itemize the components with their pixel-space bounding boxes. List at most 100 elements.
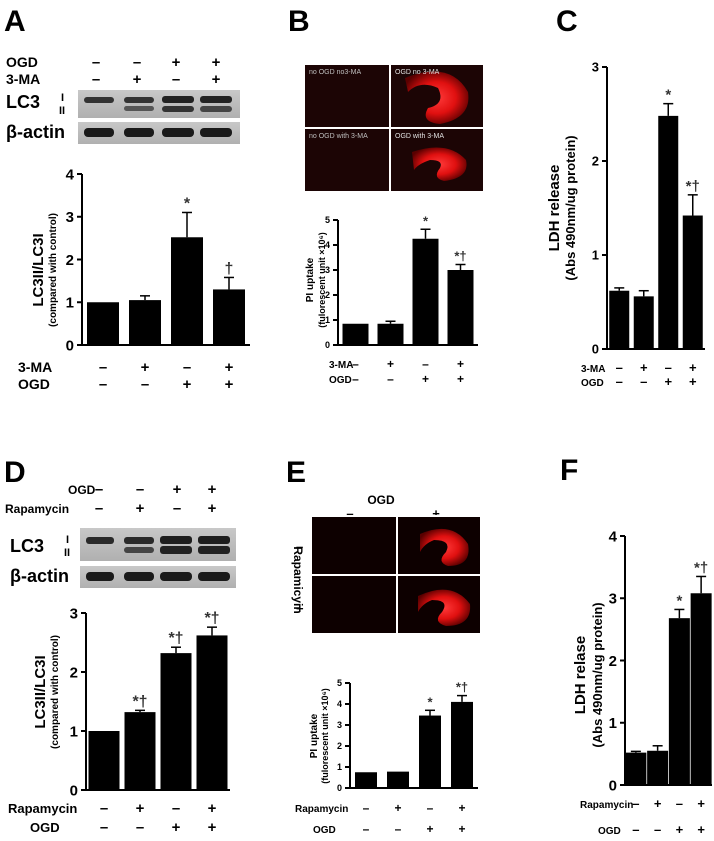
blot-d-ogd-sign: + [208,481,217,498]
chart-a-row2-sign: + [183,376,192,393]
micrograph-e-1 [312,517,396,574]
chart-a-bar [213,289,245,345]
chart-e-bar [419,715,441,788]
blot-a-3ma-sign: + [212,71,221,88]
chart-d-significance: *† [204,610,219,627]
chart-d-y-tick-label: 3 [70,605,78,622]
chart-f-bar [647,750,669,785]
micrograph-e-header: OGD [367,493,395,507]
micrograph-b-3-caption: no OGD with 3-MA [309,133,368,140]
chart-f-y-tick-label: 3 [609,591,617,608]
blot-a-ogd-signs: – – + + [92,54,221,71]
chart-e-y-tick-label: 4 [337,699,342,709]
chart-e: 0 1 2 3 4 5 – – + – * – + *† + + [337,678,478,836]
chart-e-row2-label: OGD [313,825,336,836]
chart-b-row1-label: 3-MA [329,360,353,371]
chart-e-significance: * [427,694,433,709]
chart-b-y-tick-label: 1 [325,315,330,325]
chart-a-row1-sign: – [99,359,107,376]
blot-a-lc3-label: LC3 [6,92,40,112]
chart-e-y-tick-label: 0 [337,783,342,793]
chart-b-ylabel: PI uptake [305,257,316,302]
chart-e-row2-sign: – [395,822,402,836]
chart-c-y-tick-label: 1 [592,248,599,263]
chart-f-row1-sign: + [697,796,705,811]
chart-b-row2-label: OGD [329,375,352,386]
chart-f-significance: *† [694,559,708,576]
blot-a-ogd-sign: – [133,54,141,71]
chart-b-ylabel-sub: (fulorescent unit ×10⁶) [317,232,327,327]
blot-a-roman-ii: II [59,105,65,117]
blot-d-actin-label: β-actin [10,566,69,586]
blot-a-3ma-signs: – + – + [92,71,221,88]
blot-a-roman-i: I [61,92,64,104]
chart-f-y-tick-label: 4 [609,528,618,545]
chart-b-row1-sign: + [457,357,464,371]
chart-d-y-tick-label: 2 [70,664,78,681]
chart-e-row2-sign: + [458,822,465,836]
chart-d-row1-sign: – [172,800,180,817]
chart-a-y-tick-label: 2 [66,252,74,269]
chart-a-bar [171,237,203,345]
blot-d-lc3-label: LC3 [10,536,44,556]
chart-c-row1-sign: + [689,360,697,375]
chart-b-row2-sign: – [352,372,359,386]
chart-b-row2-sign: – [387,372,394,386]
chart-c-row2-sign: – [640,374,647,389]
chart-a-bar [129,300,161,345]
chart-e-row2-sign: + [426,822,433,836]
micrograph-b-2-caption: OGD no 3-MA [395,69,440,76]
chart-a-y-tick-label: 4 [66,166,75,183]
blot-d-rapamycin-sign: – [173,500,181,517]
chart-c-bar [609,290,630,349]
chart-b-bar [377,323,404,345]
chart-a-ylabel: LC3II/LC3I [30,233,47,306]
chart-b-bar [447,270,474,345]
chart-a-bar [87,302,119,345]
chart-c-row2-label: OGD [581,378,604,389]
chart-b-y-tick-label: 2 [325,290,330,300]
chart-c-row2-sign: + [664,374,672,389]
chart-e-row1-sign: + [458,801,465,815]
chart-e-bar [387,771,409,788]
chart-f-y-tick-label: 1 [609,715,617,732]
blot-d-ogd-sign: – [95,481,103,498]
chart-d-bar [124,712,156,790]
chart-b-y-tick-label: 0 [325,340,330,350]
panel-letter-e: E [286,456,306,489]
chart-d: 0 1 2 3 – – *† + – *† – + *† + + [70,605,230,836]
chart-d-y-tick-label: 1 [70,723,78,740]
chart-f-row2-sign: + [697,822,705,837]
chart-e-row2-sign: – [363,822,370,836]
blot-a-actin-label: β-actin [6,122,65,142]
chart-d-bar [196,635,228,790]
micrograph-e-3 [312,576,396,633]
blot-d-rapamycin-sign: + [208,500,217,517]
chart-b-significance: *† [454,249,466,264]
chart-b-significance: * [423,213,429,228]
chart-e-row1-sign: + [394,801,401,815]
chart-a-row1-label: 3-MA [18,359,52,375]
blot-a-3ma-sign: – [92,71,100,88]
panel-letter-a: A [4,5,26,38]
micrograph-b-1 [305,65,389,127]
chart-d-bar [88,731,120,790]
chart-b-y-tick-label: 4 [325,240,330,250]
blot-d-ogd-signs: – – + + [95,481,217,498]
chart-e-y-tick-label: 3 [337,720,342,730]
chart-f-significance: * [676,592,682,609]
chart-a-row1-sign: + [141,359,150,376]
chart-c-y-tick-label: 2 [592,154,599,169]
chart-f-row2-sign: – [654,822,661,837]
chart-c-row1-sign: – [616,360,623,375]
micrograph-grid-b: no OGD no3-MA OGD no 3-MA no OGD with 3-… [303,63,485,193]
chart-c-bar [633,296,654,349]
micrograph-e-2-tissue [420,528,469,566]
chart-e-y-tick-label: 5 [337,678,342,688]
chart-e-bar [355,772,377,788]
blot-d-rapamycin-label: Rapamycin [5,502,69,516]
chart-c-row1-sign: + [640,360,648,375]
chart-d-y-tick-label: 0 [70,782,78,799]
